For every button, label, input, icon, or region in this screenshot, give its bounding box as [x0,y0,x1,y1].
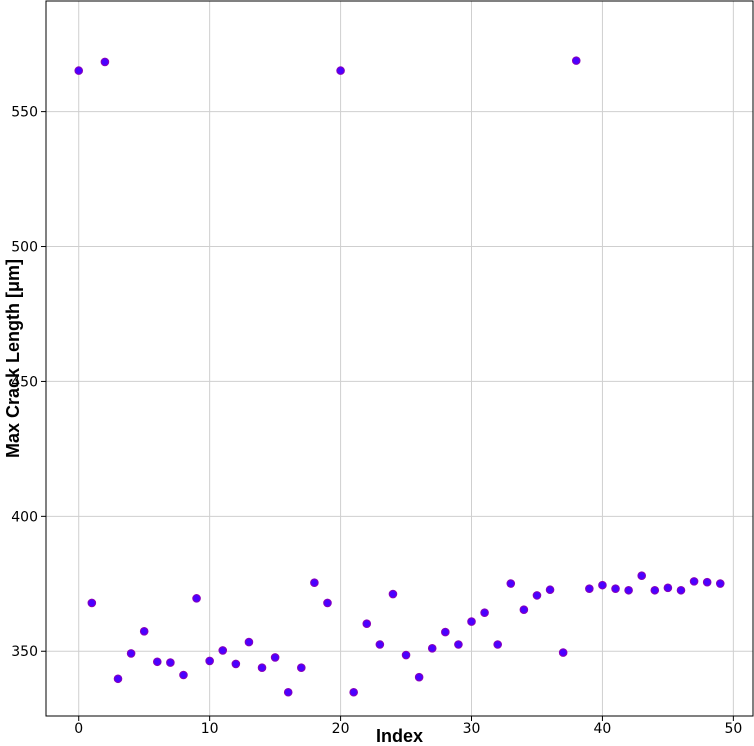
data-point [467,617,476,626]
data-point [454,640,463,649]
data-point [611,584,620,593]
data-point [310,578,319,588]
data-point [205,656,214,666]
data-point [323,598,332,608]
data-point [702,577,712,587]
data-point [362,619,372,629]
data-point [113,674,123,684]
data-point [650,585,660,595]
data-point [152,657,162,667]
data-point [87,598,97,608]
data-point [480,608,489,617]
data-point [231,659,241,669]
data-point [349,687,358,697]
y-tick-label: 400 [11,509,38,525]
data-point [532,591,542,600]
data-point [283,687,293,697]
x-axis-ticks: 0 10 20 30 40 50 [74,716,742,737]
grid-lines [46,1,753,716]
x-axis-label: Index [376,726,423,746]
data-point [689,577,699,586]
data-point [663,583,673,593]
data-point [441,627,450,637]
data-point [571,56,581,65]
data-points [74,56,725,697]
y-tick-label: 500 [11,240,38,256]
data-point [100,57,110,67]
data-point [257,663,267,673]
x-tick-label: 10 [201,721,219,737]
data-point [336,66,345,75]
x-tick-label: 50 [724,721,742,737]
x-tick-label: 0 [74,721,83,737]
x-tick-label: 30 [463,721,481,737]
data-point [139,626,149,636]
data-point [676,585,686,595]
data-point [624,585,633,595]
data-point [192,594,201,603]
data-point [166,658,175,667]
data-point [545,585,555,595]
data-point [297,663,306,673]
data-point [519,605,529,614]
y-tick-label: 350 [11,644,38,660]
data-point [493,640,502,649]
x-tick-label: 20 [332,721,350,737]
data-point [401,650,411,660]
y-tick-label: 550 [11,105,38,121]
data-point [74,66,84,75]
data-point [585,584,594,593]
data-point [244,637,254,647]
data-point [179,670,188,680]
data-point [558,648,568,657]
data-point [388,589,398,599]
data-point [715,579,725,588]
data-point [506,579,516,588]
data-point [270,653,280,662]
y-axis-label: Max Crack Length [μm] [3,259,23,458]
y-tick-label: 450 [11,374,38,390]
data-point [637,571,647,580]
data-point [598,580,607,590]
data-point [218,646,228,655]
plot-frame [45,0,754,717]
data-point [414,672,424,682]
data-point [427,643,437,653]
data-point [375,640,385,649]
data-point [126,649,136,658]
y-axis-ticks: 350 400 450 500 550 [11,105,46,660]
x-tick-label: 40 [594,721,612,737]
